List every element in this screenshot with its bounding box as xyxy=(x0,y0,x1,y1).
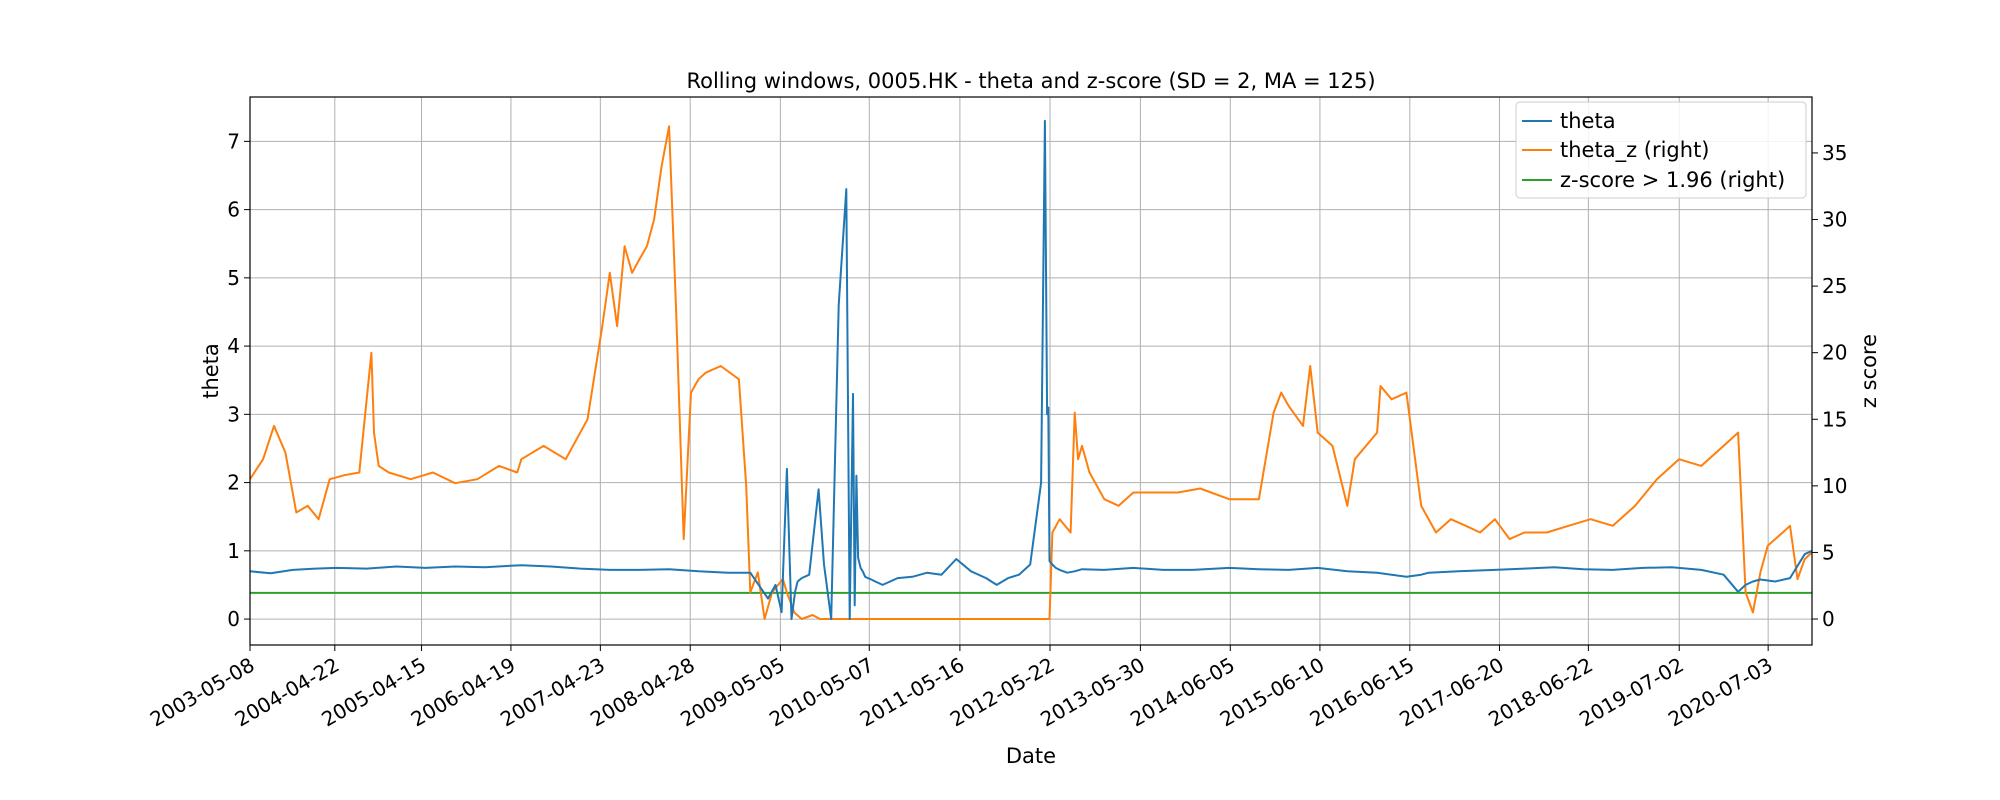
legend-label-theta: theta xyxy=(1560,109,1616,133)
y-axis-label-right: z score xyxy=(1857,334,1881,408)
y-tick-label-right: 35 xyxy=(1822,141,1847,165)
y-tick-label-right: 0 xyxy=(1822,607,1835,631)
y-tick-label-right: 25 xyxy=(1822,274,1847,298)
legend-label-theta-z: theta_z (right) xyxy=(1560,138,1710,163)
y-tick-label-left: 2 xyxy=(227,471,240,495)
y-tick-label-left: 6 xyxy=(227,198,240,222)
chart-title: Rolling windows, 0005.HK - theta and z-s… xyxy=(686,69,1375,93)
legend: theta theta_z (right) z-score > 1.96 (ri… xyxy=(1515,101,1807,199)
y-tick-label-left: 0 xyxy=(227,607,240,631)
y-tick-label-left: 5 xyxy=(227,266,240,290)
y-tick-label-right: 10 xyxy=(1822,474,1847,498)
y-tick-label-left: 1 xyxy=(227,539,240,563)
y-tick-label-left: 4 xyxy=(227,334,240,358)
legend-label-threshold: z-score > 1.96 (right) xyxy=(1560,168,1785,192)
series-theta-z xyxy=(250,125,1812,620)
series-lines xyxy=(250,119,1812,621)
plot-frame xyxy=(249,96,1813,646)
y-tick-label-left: 3 xyxy=(227,402,240,426)
y-tick-label-right: 30 xyxy=(1822,208,1847,232)
series-theta xyxy=(250,119,1812,621)
y-tick-label-left: 7 xyxy=(227,129,240,153)
y-axis-label-left: theta xyxy=(199,343,223,399)
y-tick-label-right: 5 xyxy=(1822,540,1835,564)
x-axis-label: Date xyxy=(1006,744,1056,768)
y-tick-label-right: 20 xyxy=(1822,341,1847,365)
y-tick-label-right: 15 xyxy=(1822,407,1847,431)
legend-box xyxy=(1515,101,1807,199)
